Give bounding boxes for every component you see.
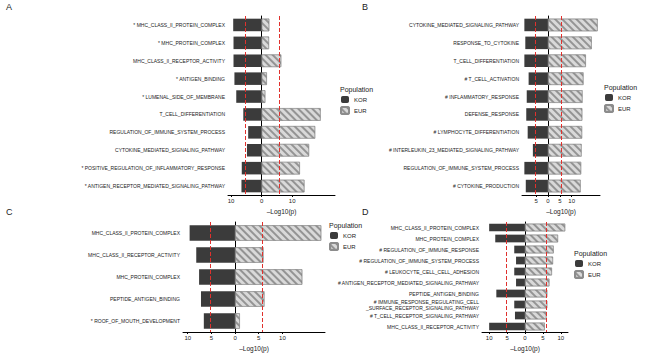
svg-text:PEPTIDE_ANTIGEN_BINDING: PEPTIDE_ANTIGEN_BINDING: [409, 291, 479, 297]
svg-text:MHC_CLASS_II_PROTEIN_COMPLEX: MHC_CLASS_II_PROTEIN_COMPLEX: [391, 225, 480, 231]
svg-text:* MHC_CLASS_II_PROTEIN_COMPLEX: * MHC_CLASS_II_PROTEIN_COMPLEX: [133, 22, 225, 28]
svg-text:# CYTOKINE_PRODUCTION: # CYTOKINE_PRODUCTION: [453, 183, 519, 189]
svg-text:PEPTIDE_ANTIGEN_BINDING: PEPTIDE_ANTIGEN_BINDING: [110, 296, 180, 302]
svg-text:5: 5: [535, 198, 539, 204]
svg-text:# REGULATION_OF_IMMUNE_RESPONS: # REGULATION_OF_IMMUNE_RESPONSE: [379, 247, 479, 253]
svg-text:KOR: KOR: [354, 97, 368, 103]
svg-text:T_CELL_DIFFERENTIATION: T_CELL_DIFFERENTIATION: [160, 111, 226, 117]
svg-text:REGULATION_OF_IMMUNE_SYSTEM_PR: REGULATION_OF_IMMUNE_SYSTEM_PROCESS: [110, 129, 226, 135]
svg-text:D: D: [362, 207, 369, 217]
svg-text:KOR: KOR: [343, 233, 357, 239]
svg-text:MHC_CLASS_II_RECEPTOR_ACTIVITY: MHC_CLASS_II_RECEPTOR_ACTIVITY: [88, 252, 181, 258]
svg-text:CYTOKINE_MEDIATED_SIGNALING_PA: CYTOKINE_MEDIATED_SIGNALING_PATHWAY: [409, 22, 520, 28]
svg-text:CYTOKINE_MEDIATED_SIGNALING_PA: CYTOKINE_MEDIATED_SIGNALING_PATHWAY: [115, 147, 226, 153]
svg-text:KOR: KOR: [588, 261, 602, 267]
svg-text:0: 0: [233, 335, 237, 341]
svg-text:EUR: EUR: [588, 272, 601, 278]
svg-text:# INFLAMMATORY_RESPONSE: # INFLAMMATORY_RESPONSE: [445, 94, 520, 100]
svg-text:Population: Population: [574, 250, 607, 258]
svg-text:MHC_CLASS_II_RECEPTOR_ACTIVITY: MHC_CLASS_II_RECEPTOR_ACTIVITY: [133, 58, 226, 64]
svg-text:MHC_PROTEIN_COMPLEX: MHC_PROTEIN_COMPLEX: [415, 236, 479, 242]
svg-text:Population: Population: [340, 86, 373, 94]
svg-text:10: 10: [557, 335, 564, 341]
svg-text:10: 10: [279, 335, 286, 341]
svg-text:5: 5: [558, 198, 562, 204]
svg-text:* LUMENAL_SIDE_OF_MEMBRANE: * LUMENAL_SIDE_OF_MEMBRANE: [142, 94, 225, 100]
svg-text:10: 10: [228, 198, 235, 204]
svg-text:# LYMPHOCYTE_DIFFERENTIATION: # LYMPHOCYTE_DIFFERENTIATION: [434, 129, 520, 135]
svg-text:B: B: [362, 2, 368, 12]
svg-text:0: 0: [523, 335, 527, 341]
svg-text:# REGULATION_OF_IMMUNE_SYSTEM_: # REGULATION_OF_IMMUNE_SYSTEM_PROCESS: [359, 258, 479, 264]
svg-text:0: 0: [546, 198, 550, 204]
svg-text:5: 5: [505, 335, 509, 341]
svg-text:Population: Population: [604, 84, 637, 92]
svg-text:EUR: EUR: [354, 108, 367, 114]
svg-text:5: 5: [210, 335, 214, 341]
svg-text:5: 5: [257, 335, 261, 341]
svg-text:–Log10(p): –Log10(p): [546, 208, 576, 216]
svg-text:10: 10: [568, 198, 575, 204]
svg-text:–Log10(p): –Log10(p): [510, 345, 540, 353]
svg-text:# T_CELL_ACTIVATION: # T_CELL_ACTIVATION: [465, 76, 520, 82]
svg-text:# IMMUNE_RESPONSE_REGULATING_C: # IMMUNE_RESPONSE_REGULATING_CELL: [373, 298, 479, 305]
svg-text:# T_CELL_RECEPTOR_SIGNALING_PA: # T_CELL_RECEPTOR_SIGNALING_PATHWAY: [370, 313, 480, 319]
svg-text:A: A: [6, 2, 12, 12]
svg-text:REGULATION_OF_IMMUNE_SYSTEM_PR: REGULATION_OF_IMMUNE_SYSTEM_PROCESS: [404, 165, 520, 171]
svg-text:* POSITIVE_REGULATION_OF_INFLA: * POSITIVE_REGULATION_OF_INFLAMMATORY_RE…: [81, 165, 225, 171]
svg-text:C: C: [6, 207, 13, 217]
svg-text:–Log10(p): –Log10(p): [239, 345, 269, 353]
svg-text:MHC_CLASS_II_RECEPTOR_ACTIVITY: MHC_CLASS_II_RECEPTOR_ACTIVITY: [387, 324, 480, 330]
svg-text:# ANTIGEN_RECEPTOR_MEDIATED_SI: # ANTIGEN_RECEPTOR_MEDIATED_SIGNALING_PA…: [338, 280, 480, 286]
svg-text:T_CELL_DIFFERENTIATION: T_CELL_DIFFERENTIATION: [454, 58, 520, 64]
svg-text:* MHC_PROTEIN_COMPLEX: * MHC_PROTEIN_COMPLEX: [158, 40, 226, 46]
svg-text:* ANTIGEN_RECEPTOR_MEDIATED_SI: * ANTIGEN_RECEPTOR_MEDIATED_SIGNALING_PA…: [85, 183, 226, 189]
svg-text:MHC_CLASS_II_PROTEIN_COMPLEX: MHC_CLASS_II_PROTEIN_COMPLEX: [92, 230, 181, 236]
svg-text:–Log10(p): –Log10(p): [267, 208, 297, 216]
svg-text:MHC_PROTEIN_COMPLEX: MHC_PROTEIN_COMPLEX: [116, 274, 180, 280]
svg-text:EUR: EUR: [618, 106, 631, 112]
svg-text:* ROOF_OF_MOUTH_DEVELOPMENT: * ROOF_OF_MOUTH_DEVELOPMENT: [91, 318, 180, 324]
svg-text:# INTERLEUKIN_23_MEDIATED_SIGN: # INTERLEUKIN_23_MEDIATED_SIGNALING_PATH…: [389, 147, 520, 153]
svg-text:# LEUKOCYTE_CELL_CELL_ADHESION: # LEUKOCYTE_CELL_CELL_ADHESION: [385, 269, 479, 275]
svg-text:DEFENSE_RESPONSE: DEFENSE_RESPONSE: [465, 111, 520, 117]
svg-text:10: 10: [289, 198, 296, 204]
svg-text:10: 10: [486, 335, 493, 341]
svg-text:0: 0: [260, 198, 264, 204]
svg-text:Population: Population: [329, 222, 362, 230]
svg-text:_SURFACE_RECEPTOR_SIGNALING_PA: _SURFACE_RECEPTOR_SIGNALING_PATHWAY: [365, 305, 480, 311]
svg-text:* ANTIGEN_BINDING: * ANTIGEN_BINDING: [176, 76, 225, 82]
svg-text:EUR: EUR: [343, 244, 356, 250]
svg-text:RESPONSE_TO_CYTOKINE: RESPONSE_TO_CYTOKINE: [453, 40, 519, 46]
svg-text:KOR: KOR: [618, 95, 632, 101]
svg-text:10: 10: [184, 335, 191, 341]
svg-text:5: 5: [541, 335, 545, 341]
